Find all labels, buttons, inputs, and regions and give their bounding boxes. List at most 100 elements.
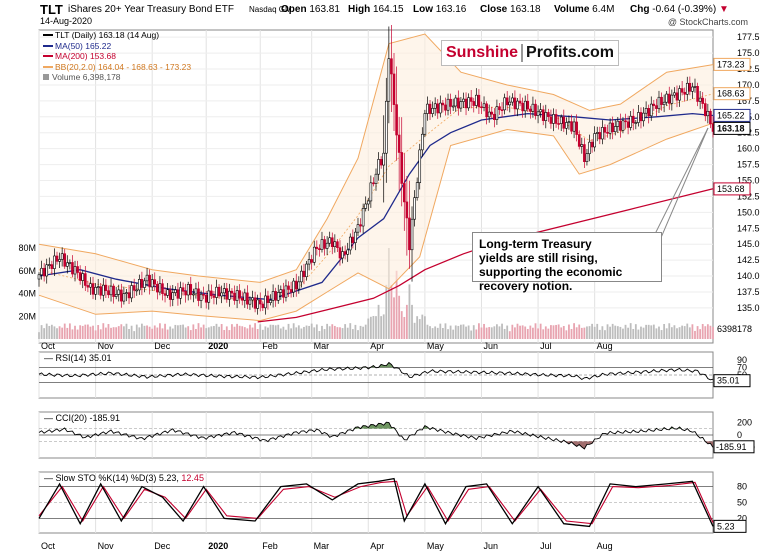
- volume-bar: [74, 325, 76, 339]
- candle-body: [366, 200, 370, 205]
- candle-body: [166, 289, 169, 296]
- candle-body: [235, 290, 239, 301]
- volume-bar: [318, 331, 321, 339]
- candle-body: [253, 297, 257, 309]
- volume-bar: [642, 327, 645, 339]
- candle-body: [374, 173, 378, 184]
- candle-body: [310, 259, 313, 263]
- candle-body: [76, 266, 79, 273]
- candle-body: [364, 203, 368, 209]
- candle-body: [487, 111, 491, 118]
- volume-bar: [516, 323, 519, 339]
- candle-body: [354, 231, 357, 243]
- ticker-symbol: TLT: [40, 2, 63, 17]
- volume-bar: [601, 326, 604, 339]
- volume-bar: [200, 327, 202, 339]
- candle-body: [276, 292, 280, 301]
- price-legend: TLT (Daily) 163.18 (14 Aug) MA(50) 165.2…: [43, 30, 191, 83]
- candle-body: [616, 120, 620, 127]
- sto-title: — Slow STO %K(14) %D(3) 5.23, 12.45: [44, 473, 204, 483]
- volume-bar: [547, 328, 550, 339]
- volume-bar: [310, 323, 313, 339]
- volume-bar: [645, 324, 648, 339]
- volume-bar: [532, 327, 534, 339]
- candle-body: [706, 110, 710, 117]
- volume-bar: [264, 326, 267, 339]
- volume-bar: [187, 326, 190, 339]
- candle-body: [261, 303, 265, 309]
- volume-bar: [704, 326, 707, 339]
- candle-body: [284, 285, 288, 298]
- candle-body: [269, 299, 272, 303]
- volume-bar: [627, 327, 630, 339]
- rsi-title: — RSI(14) 35.01: [44, 353, 112, 363]
- volume-bar: [138, 327, 141, 339]
- volume-bar: [99, 329, 102, 339]
- volume-bar: [135, 324, 138, 339]
- volume-bar: [218, 326, 220, 339]
- volume-bar: [76, 329, 79, 339]
- x-tick-label-bottom: Mar: [314, 541, 330, 551]
- rsi-y-tick-label: 90: [737, 355, 747, 365]
- volume-bar: [400, 311, 403, 339]
- candle-body: [500, 109, 504, 112]
- candle-body: [577, 134, 581, 147]
- volume-bar: [202, 324, 205, 339]
- sto-d-line: [38, 480, 714, 525]
- exchange-label: Nasdaq GM: [249, 5, 292, 14]
- candle-body: [536, 111, 540, 116]
- volume-bar: [346, 327, 349, 339]
- volume-bar: [377, 304, 380, 339]
- volume-bar: [706, 324, 709, 339]
- volume-bar: [465, 326, 467, 339]
- candle-body: [703, 103, 707, 117]
- candle-body: [485, 103, 488, 118]
- candle-body: [392, 73, 396, 105]
- volume-bar: [457, 325, 460, 339]
- volume-bar: [514, 327, 516, 339]
- volume-bar: [390, 284, 393, 339]
- legend-volume: Volume 6,398,178: [43, 72, 191, 83]
- candle-body: [454, 97, 458, 107]
- bollinger-lower-line: [38, 122, 714, 322]
- candle-body: [559, 116, 563, 124]
- volume-bar: [421, 314, 424, 339]
- volume-bar: [261, 329, 264, 339]
- candle-body: [264, 295, 267, 309]
- candle-body: [163, 293, 167, 296]
- candle-body: [240, 297, 244, 301]
- volume-bar: [568, 324, 570, 339]
- candle-body: [45, 264, 49, 277]
- volume-axis-label: 60M: [18, 266, 36, 276]
- candle-body: [449, 98, 452, 107]
- volume-bar: [575, 327, 578, 339]
- candle-body: [96, 286, 100, 288]
- volume-bar: [712, 327, 714, 339]
- candle-body: [107, 290, 110, 296]
- volume-bar: [354, 324, 357, 339]
- candle-body: [323, 239, 326, 249]
- volume-bar: [694, 330, 696, 339]
- candle-body: [135, 289, 139, 292]
- cci-y-tick-label: 200: [737, 417, 752, 427]
- candle-body: [505, 97, 509, 106]
- candle-body: [132, 285, 136, 291]
- volume-bar: [416, 316, 419, 339]
- volume-bar: [526, 328, 529, 339]
- cci-y-tick-label: 0: [737, 430, 742, 440]
- volume-bar: [130, 325, 133, 339]
- candle-body: [40, 267, 43, 276]
- volume-bar: [192, 324, 195, 339]
- volume-bar: [663, 323, 666, 339]
- low-value: Low 163.16: [413, 4, 467, 15]
- candle-body: [346, 249, 350, 255]
- volume-bar: [637, 329, 640, 339]
- candle-body: [47, 264, 51, 266]
- candle-body: [84, 273, 87, 286]
- candle-body: [418, 149, 422, 183]
- candle-body: [619, 120, 622, 131]
- candle-body: [320, 239, 324, 250]
- volume-bar: [177, 325, 179, 339]
- candle-body: [660, 96, 663, 105]
